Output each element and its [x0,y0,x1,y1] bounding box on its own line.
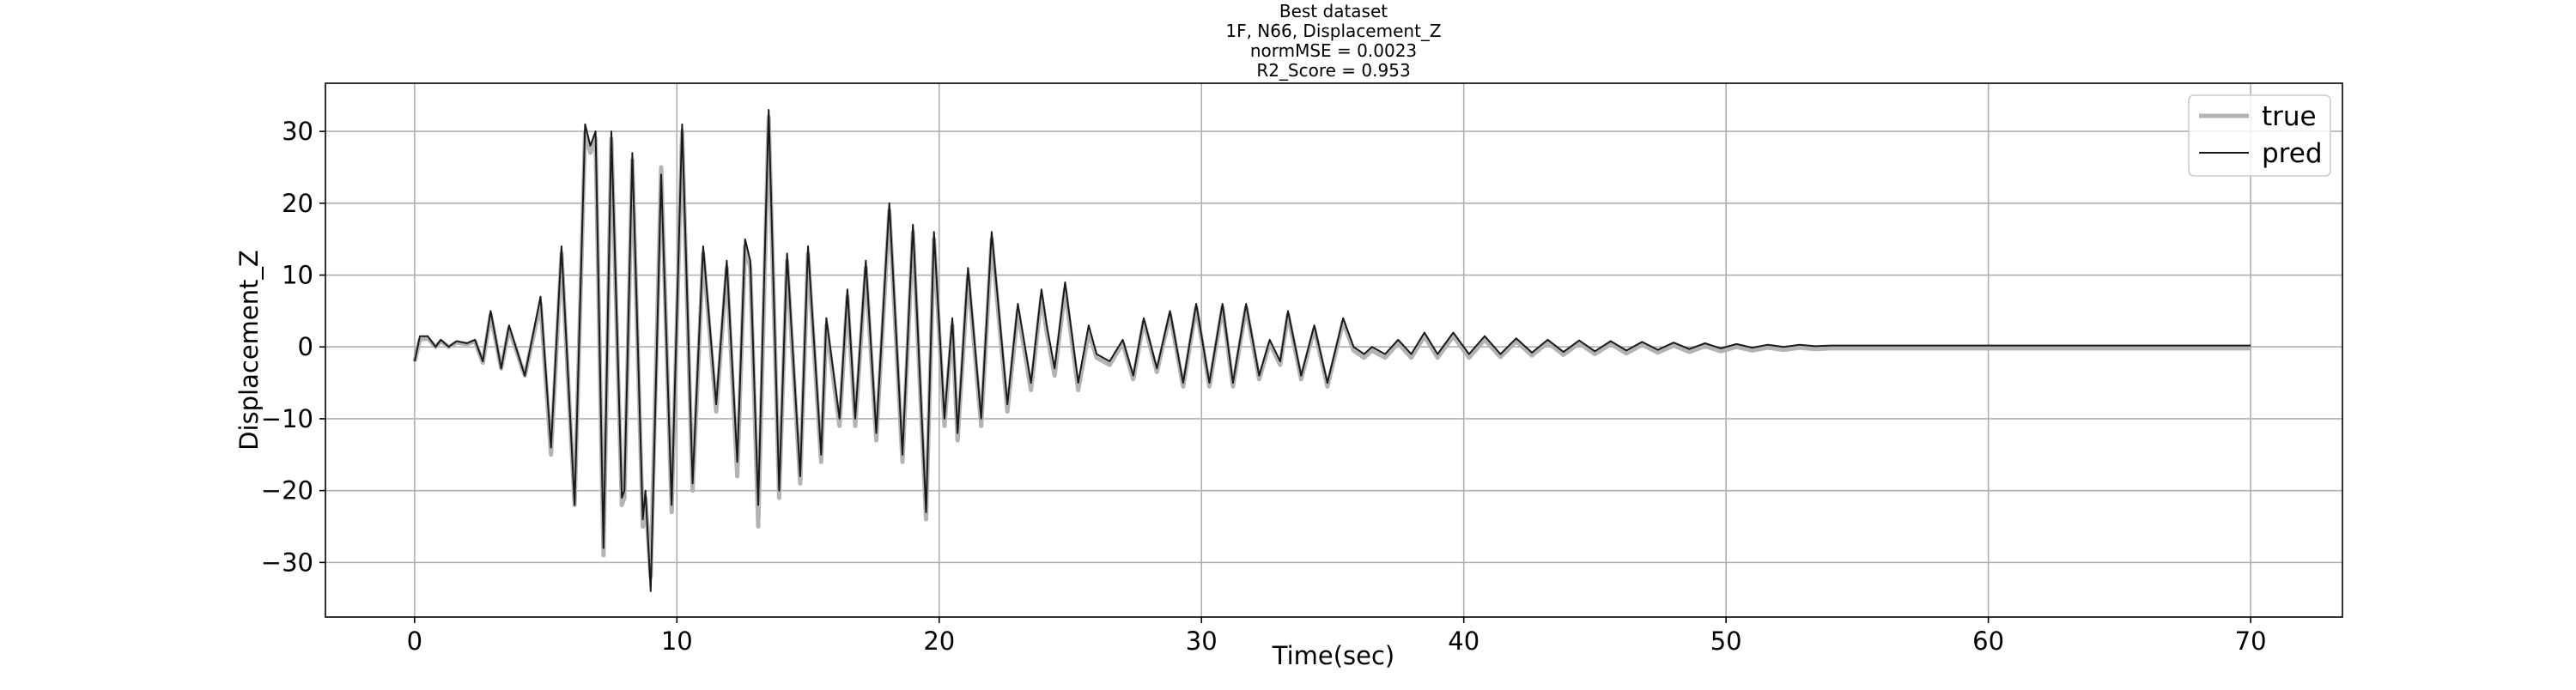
chart-title: 1F, N66, Displacement_Z [1225,21,1441,41]
x-tick-label: 20 [923,626,955,656]
y-tick-label: −10 [261,404,313,433]
x-tick-label: 50 [1710,626,1742,656]
x-tick-label: 30 [1186,626,1218,656]
plot-frame [325,82,2343,618]
x-tick-label: 70 [2235,626,2267,656]
chart-title: R2_Score = 0.953 [1256,60,1410,81]
legend: true pred [2188,94,2331,177]
y-tick-label: 30 [282,117,313,146]
x-tick-label: 0 [407,626,422,656]
series-line [413,109,2251,592]
legend-label: true [2262,101,2317,132]
y-tick-label: 10 [282,261,313,290]
y-tick-label: −30 [261,548,313,577]
y-tick-label: 0 [298,332,313,361]
x-axis-label: Time(sec) [1272,641,1395,670]
y-tick-label: 20 [282,189,313,218]
y-axis-label: Displacement_Z [234,250,264,451]
y-tick-label: −20 [261,476,313,505]
chart-title: Best dataset [1279,1,1388,21]
chart-title: normMSE = 0.0023 [1250,40,1417,61]
x-tick-label: 10 [661,626,693,656]
legend-label: pred [2262,138,2323,169]
x-tick-label: 40 [1448,626,1479,656]
x-tick-label: 60 [1972,626,2004,656]
